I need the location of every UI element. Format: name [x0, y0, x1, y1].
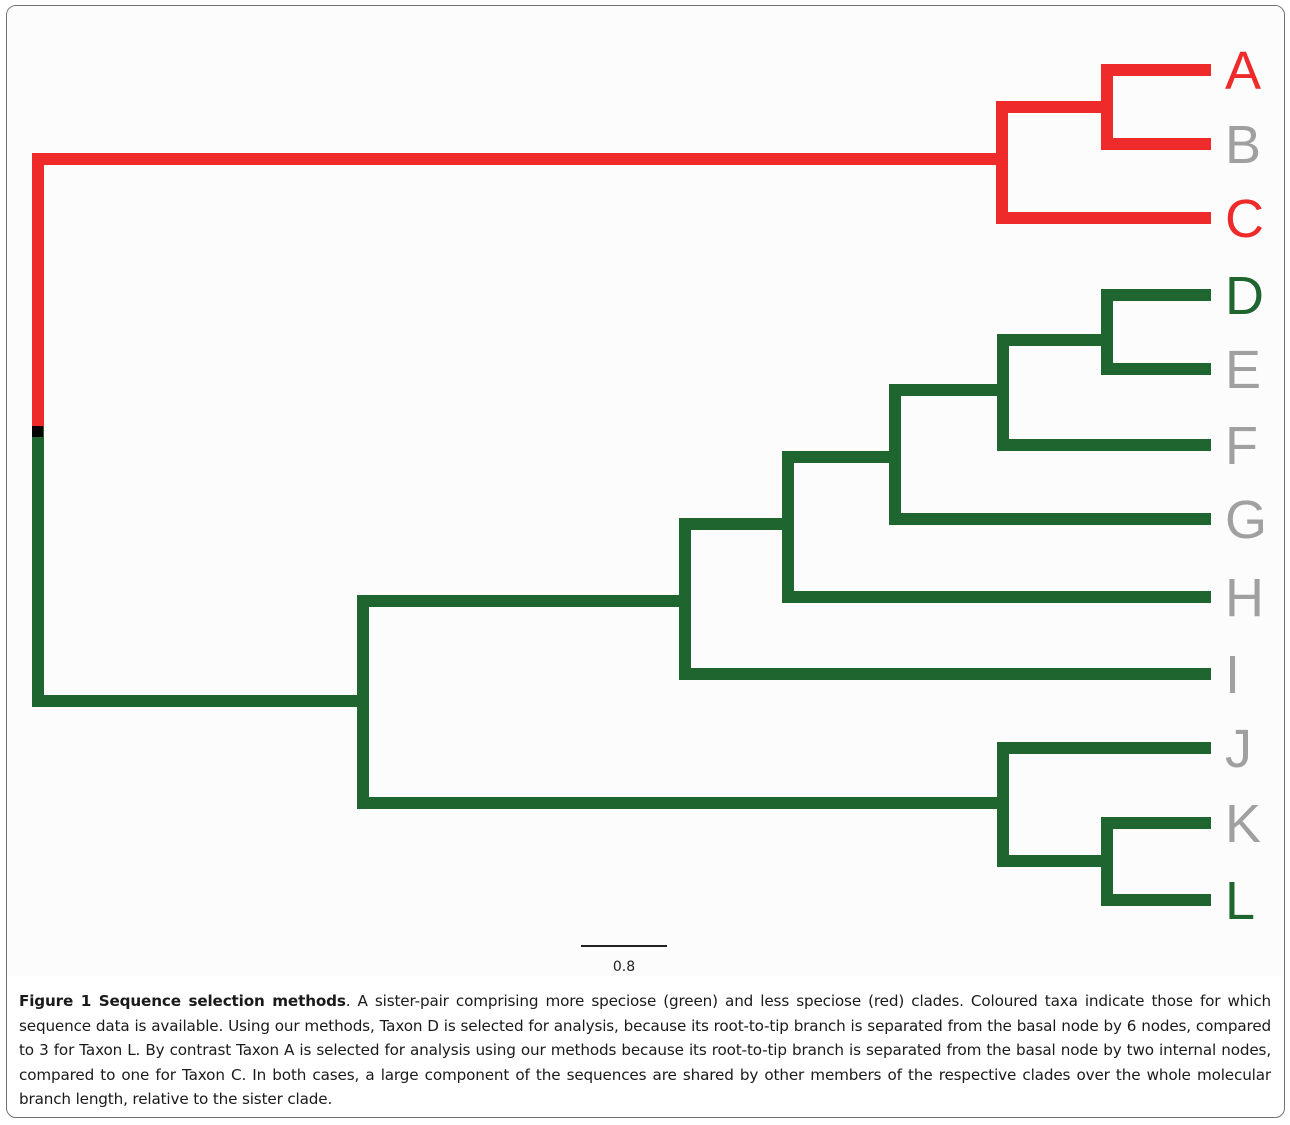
branch-g	[889, 513, 1211, 525]
branch-dg	[782, 451, 895, 463]
tip-label-g: G	[1225, 490, 1267, 550]
branch-e	[1101, 363, 1211, 375]
stem-green-clade	[32, 695, 363, 707]
root-stem-red	[32, 153, 44, 439]
tip-label-c: C	[1225, 189, 1264, 249]
tip-label-j: J	[1225, 719, 1252, 779]
tip-label-d: D	[1225, 266, 1264, 326]
tip-label-h: H	[1225, 568, 1264, 628]
branch-ab	[996, 101, 1107, 113]
node-kl	[1101, 817, 1113, 906]
branch-c	[996, 212, 1211, 224]
node-dh	[782, 451, 794, 603]
root-stem-green	[32, 427, 44, 707]
scale-bar-label: 0.8	[613, 959, 635, 975]
figure-caption: Figure 1 Sequence selection methods. A s…	[19, 989, 1271, 1112]
branch-kl	[997, 855, 1107, 867]
tip-label-e: E	[1225, 340, 1261, 400]
branch-jl	[357, 797, 1003, 809]
node-di	[679, 518, 691, 680]
node-de	[1101, 289, 1113, 375]
branch-b	[1101, 138, 1211, 150]
tip-label-l: L	[1225, 871, 1255, 931]
tree-branches	[32, 64, 1211, 906]
caption-label: Figure 1 Sequence selection methods	[19, 992, 346, 1010]
branch-l	[1101, 894, 1211, 906]
node-dg	[889, 384, 901, 525]
node-jl	[997, 742, 1009, 867]
branch-f	[997, 439, 1211, 451]
branch-di	[357, 595, 685, 607]
tip-label-b: B	[1225, 115, 1261, 175]
tip-label-k: K	[1225, 794, 1261, 854]
node-ab	[1101, 64, 1113, 150]
tip-label-a: A	[1225, 41, 1261, 101]
caption-text: . A sister-pair comprising more speciose…	[19, 992, 1271, 1109]
branch-a	[1101, 64, 1211, 76]
branch-dh	[679, 518, 788, 530]
branch-h	[782, 591, 1211, 603]
branch-i	[679, 668, 1211, 680]
root-node-marker	[32, 426, 43, 437]
branch-de	[997, 334, 1107, 346]
branch-j	[997, 742, 1211, 754]
node-green-basal	[357, 595, 369, 809]
branch-d	[1101, 289, 1211, 301]
stem-red-clade	[32, 153, 1002, 165]
node-abc	[996, 101, 1008, 224]
scale-bar: 0.8	[581, 945, 667, 975]
tip-label-i: I	[1225, 645, 1240, 705]
branch-k	[1101, 817, 1211, 829]
tip-label-f: F	[1225, 416, 1258, 476]
branch-df	[889, 384, 1003, 396]
node-df	[997, 334, 1009, 451]
